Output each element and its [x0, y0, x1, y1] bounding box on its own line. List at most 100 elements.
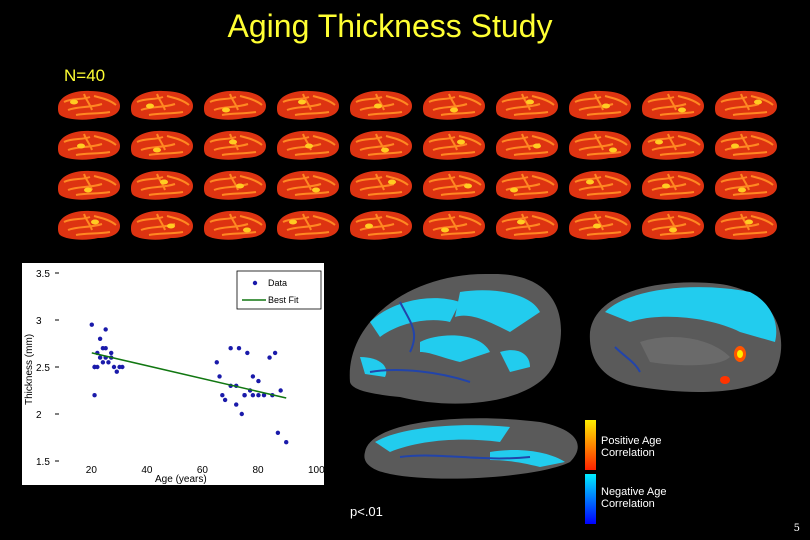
sample-size-label: N=40	[64, 66, 106, 85]
brain-thumbnail	[131, 210, 193, 240]
legend-data-label: Data	[268, 278, 287, 288]
y-tick-label: 2.5	[36, 363, 50, 374]
brain-thumbnail	[569, 90, 631, 120]
brain-thumbnail	[569, 170, 631, 200]
brain-thumbnail	[423, 210, 485, 240]
brain-thumbnail	[350, 90, 412, 120]
brain-thumbnail	[277, 210, 339, 240]
data-point	[245, 350, 250, 356]
lateral-hemisphere	[349, 273, 562, 404]
negative-correlation-label: Negative Age Correlation	[601, 486, 667, 510]
data-point	[234, 402, 239, 407]
data-point	[272, 350, 278, 356]
data-point	[239, 411, 244, 417]
brain-thumbnail	[496, 170, 558, 200]
data-point	[250, 374, 256, 379]
data-point	[228, 346, 233, 351]
brain-thumbnail	[715, 210, 777, 240]
brain-thumbnail	[350, 210, 412, 240]
data-point	[256, 378, 261, 384]
brain-thumbnail	[642, 170, 704, 200]
brain-thumbnail	[131, 130, 193, 160]
data-point	[120, 364, 125, 370]
brain-thumbnail	[58, 210, 120, 240]
y-tick-label: 3	[36, 316, 42, 327]
data-point	[256, 393, 261, 398]
data-point	[222, 397, 228, 403]
brain-thumbnail	[715, 170, 777, 200]
data-point	[220, 393, 225, 398]
brain-thumbnail	[496, 90, 558, 120]
data-point	[114, 369, 119, 374]
positive-correlation-label: Positive Age Correlation	[601, 435, 662, 459]
y-tick-label: 1.5	[36, 457, 50, 468]
data-point	[100, 360, 106, 365]
inferior-hemisphere	[364, 418, 578, 479]
data-point	[111, 364, 117, 370]
brain-thumbnail	[715, 130, 777, 160]
brain-thumbnail	[204, 130, 266, 160]
data-point	[250, 393, 256, 398]
brain-thumbnail	[277, 90, 339, 120]
data-point	[103, 327, 108, 332]
y-tick-label: 3.5	[36, 269, 50, 280]
x-tick-label: 60	[197, 465, 209, 476]
x-axis-label: Age (years)	[155, 474, 207, 485]
legend-box	[236, 270, 322, 310]
brain-thumbnail	[204, 170, 266, 200]
x-tick-label: 40	[141, 465, 153, 476]
legend-data-marker	[252, 280, 258, 286]
x-tick-label: 100	[308, 465, 324, 476]
brain-thumbnail	[131, 90, 193, 120]
brain-thumbnail	[58, 170, 120, 200]
data-point	[97, 355, 103, 360]
data-point	[261, 393, 267, 398]
y-axis-label: Thickness (mm)	[24, 334, 35, 405]
medial-hemisphere	[589, 282, 782, 392]
data-point	[97, 336, 103, 341]
data-point	[275, 430, 281, 435]
brain-thumbnail	[204, 210, 266, 240]
data-point	[242, 393, 247, 398]
brain-thumbnail	[569, 130, 631, 160]
brain-thumbnail	[277, 130, 339, 160]
brain-thumbnail	[58, 130, 120, 160]
data-point	[267, 355, 272, 360]
scatter-chart: 20 40 60 80 100 1.5 2 2.5 3 3.5 Data Best Fit Age…	[24, 269, 325, 485]
brain-thumbnail	[496, 130, 558, 160]
brain-thumbnail	[204, 90, 266, 120]
data-point	[236, 346, 242, 351]
brain-thumbnail	[642, 130, 704, 160]
data-point	[109, 350, 114, 356]
data-point	[92, 393, 97, 398]
brain-thumbnail	[642, 210, 704, 240]
brain-thumbnail	[131, 170, 193, 200]
x-tick-label: 20	[86, 465, 98, 476]
data-point	[278, 388, 283, 393]
y-tick-label: 2	[36, 410, 42, 421]
data-point	[103, 346, 108, 351]
best-fit-line	[91, 352, 287, 399]
negative-colorbar	[585, 474, 596, 524]
thickness-age-plot: 20 40 60 80 100 1.5 2 2.5 3 3.5 Data Best Fit Age…	[22, 263, 325, 485]
legend-fit-label: Best Fit	[268, 295, 299, 305]
brain-surface-maps	[340, 262, 802, 498]
brain-thumbnail	[423, 170, 485, 200]
positive-colorbar	[585, 420, 596, 470]
brain-thumbnail	[715, 90, 777, 120]
brain-thumbnail	[423, 130, 485, 160]
brain-thumbnail	[277, 170, 339, 200]
brain-thumbnail	[350, 170, 412, 200]
p-value-label: p<.01	[350, 504, 383, 519]
brain-thumbnail	[423, 90, 485, 120]
brain-thumbnail	[642, 90, 704, 120]
brain-thumbnail	[350, 130, 412, 160]
x-tick-label: 80	[252, 465, 264, 476]
data-point	[214, 360, 219, 365]
data-point	[95, 364, 100, 370]
brain-thumbnail	[496, 210, 558, 240]
cortical-surface-illustration	[349, 273, 782, 479]
brain-thumbnail	[58, 90, 120, 120]
brain-thumbnail	[569, 210, 631, 240]
data-point	[217, 374, 222, 379]
